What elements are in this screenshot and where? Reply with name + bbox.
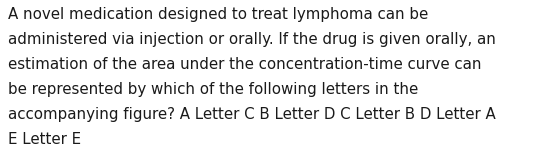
Text: be represented by which of the following letters in the: be represented by which of the following… [8, 82, 418, 97]
Text: E Letter E: E Letter E [8, 132, 81, 147]
Text: estimation of the area under the concentration-time curve can: estimation of the area under the concent… [8, 57, 482, 72]
Text: accompanying figure? A Letter C B Letter D C Letter B D Letter A: accompanying figure? A Letter C B Letter… [8, 107, 496, 122]
Text: A novel medication designed to treat lymphoma can be: A novel medication designed to treat lym… [8, 7, 428, 22]
Text: administered via injection or orally. If the drug is given orally, an: administered via injection or orally. If… [8, 32, 496, 47]
